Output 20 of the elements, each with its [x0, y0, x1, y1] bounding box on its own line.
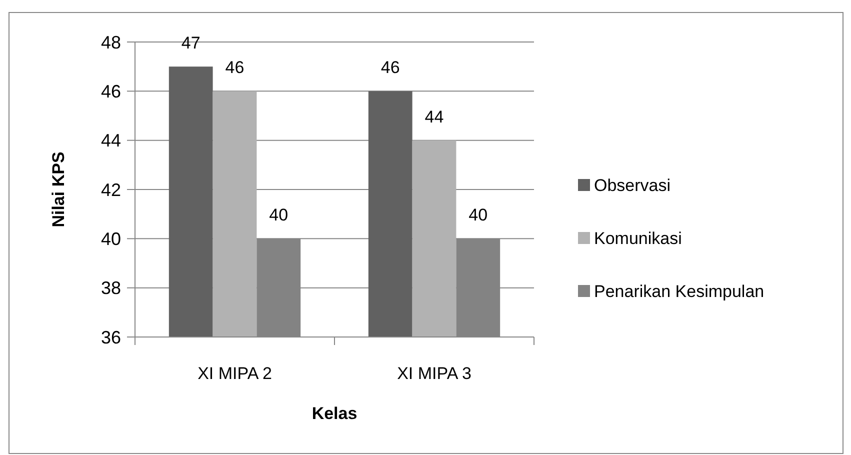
y-tick-label: 44: [100, 130, 121, 151]
legend-label: Observasi: [594, 176, 671, 195]
data-label: 40: [468, 206, 488, 225]
x-tick-label: XI MIPA 3: [397, 364, 472, 383]
y-tick-label: 48: [100, 32, 121, 52]
data-label: 47: [181, 34, 200, 53]
data-label: 46: [380, 58, 400, 78]
y-axis-title: Nilai KPS: [48, 152, 68, 228]
data-label: 40: [269, 206, 288, 225]
data-label: 46: [225, 58, 244, 78]
legend-label: Penarikan Kesimpulan: [594, 282, 764, 301]
x-tick-label: XI MIPA 2: [198, 364, 272, 383]
y-tick-label: 38: [100, 278, 121, 298]
y-tick-label: 46: [100, 81, 121, 102]
legend-label: Komunikasi: [594, 228, 682, 248]
y-tick-label: 40: [100, 228, 121, 249]
y-tick-label: 36: [100, 327, 121, 348]
y-tick-label: 42: [100, 180, 121, 200]
data-label: 44: [424, 107, 444, 126]
x-axis-title: Kelas: [312, 404, 358, 423]
